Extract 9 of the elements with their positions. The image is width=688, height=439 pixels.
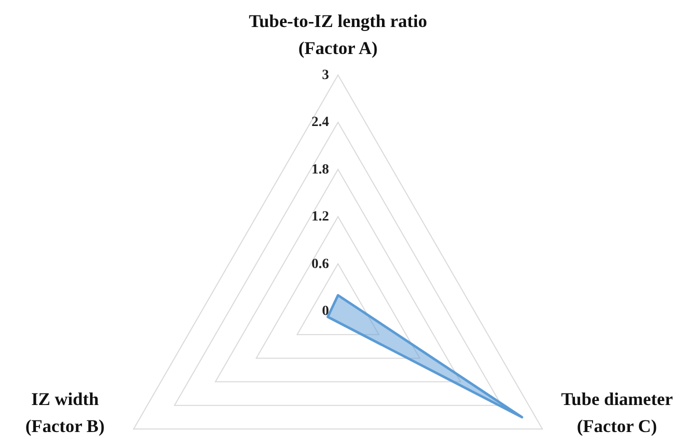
spoke-label: IZ width (Factor B) xyxy=(25,389,105,436)
y-tick-label: 1.2 xyxy=(312,210,329,225)
y-tick-label: 3 xyxy=(322,68,329,83)
spoke-label: Tube-to-IZ length ratio (Factor A) xyxy=(248,11,428,58)
y-tick-label: 1.8 xyxy=(312,162,329,178)
y-tick-label: 0.6 xyxy=(312,256,329,272)
spoke-label: Tube diameter (Factor C) xyxy=(561,389,673,436)
y-tick-label: 0 xyxy=(322,304,329,319)
y-tick-label: 2.4 xyxy=(312,115,329,130)
